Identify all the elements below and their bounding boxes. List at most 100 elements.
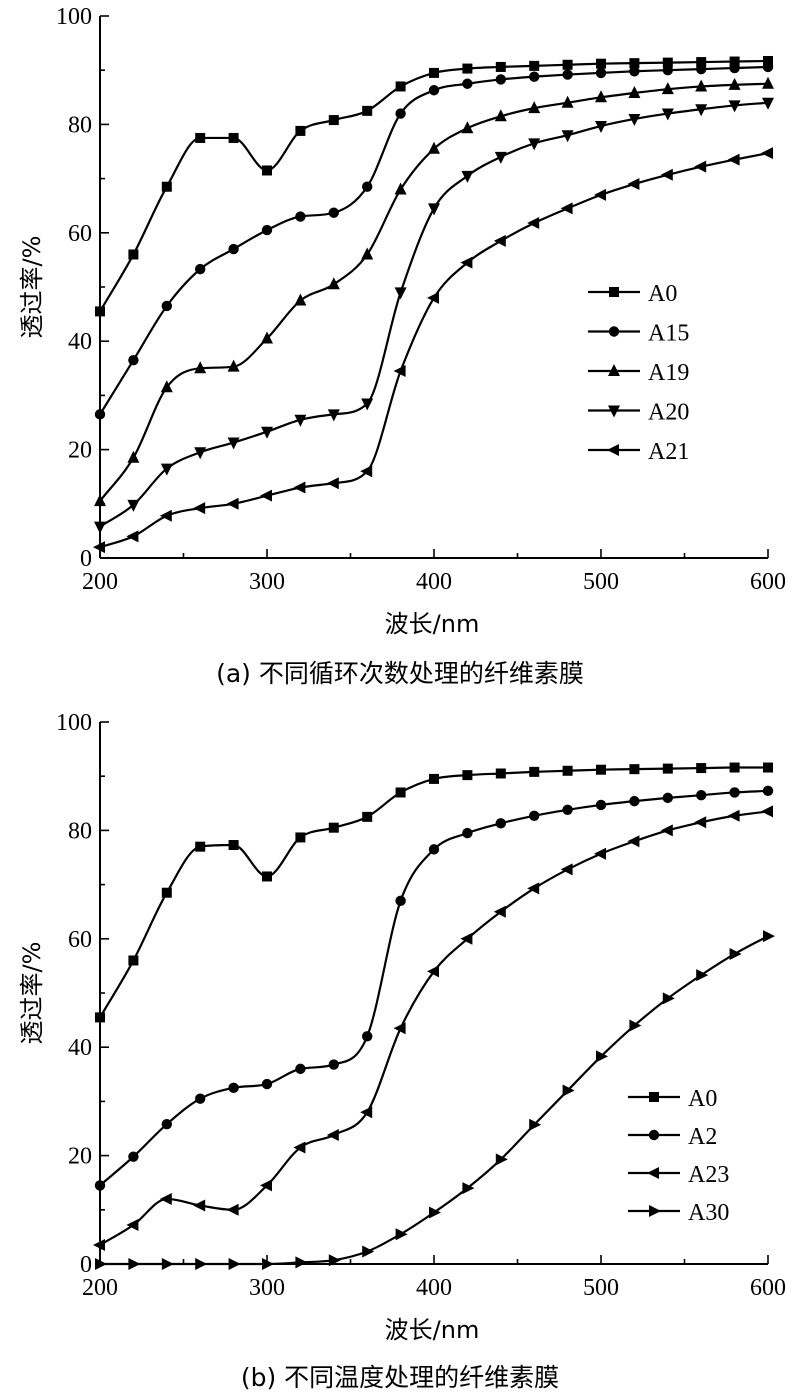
legend: A0 A2 A23 A30	[628, 1086, 729, 1226]
data-point	[261, 331, 273, 344]
data-point	[662, 992, 675, 1005]
y-tick-label: 60	[68, 221, 92, 247]
data-point	[360, 1106, 373, 1119]
figure-caption: (b) 不同温度处理的纤维素膜	[241, 1363, 559, 1392]
data-point	[762, 76, 774, 89]
data-point	[228, 840, 239, 851]
data-point	[227, 359, 240, 372]
data-point	[294, 293, 307, 306]
data-point	[395, 895, 406, 907]
series-line-a21	[99, 152, 769, 549]
data-point	[393, 1022, 406, 1035]
x-tick-label: 400	[416, 1275, 452, 1301]
data-point	[161, 181, 172, 192]
data-point	[295, 832, 306, 843]
legend-label: A15	[648, 321, 689, 347]
data-point	[694, 160, 707, 173]
y-tick-label: 0	[80, 546, 92, 572]
data-point	[395, 787, 406, 798]
x-tick-label: 600	[750, 1275, 786, 1301]
data-point	[595, 90, 607, 103]
data-point	[428, 203, 440, 216]
data-point	[328, 1254, 341, 1267]
y-tick-label: 40	[68, 329, 92, 355]
legend-marker	[608, 364, 620, 376]
data-point	[360, 465, 373, 478]
data-point	[161, 887, 172, 898]
data-point	[327, 277, 340, 290]
data-point	[127, 450, 140, 463]
data-point	[727, 153, 740, 166]
data-point	[763, 930, 775, 943]
legend-label: A20	[648, 400, 689, 426]
legend-label: A0	[688, 1086, 717, 1112]
data-point	[629, 1019, 642, 1032]
data-point	[495, 768, 506, 779]
data-point	[763, 762, 773, 773]
data-point	[195, 1093, 206, 1104]
data-point	[361, 247, 374, 260]
data-point	[529, 766, 540, 777]
data-point	[727, 809, 740, 822]
data-point	[696, 63, 707, 75]
y-axis-title: 透过率/%	[18, 942, 46, 1045]
data-point	[527, 882, 540, 895]
data-point	[729, 762, 740, 773]
series-a0	[95, 55, 773, 317]
data-point	[228, 1082, 239, 1094]
data-point	[494, 109, 507, 122]
data-point	[560, 202, 573, 215]
data-point	[395, 81, 406, 92]
series-a0	[95, 762, 773, 1023]
data-point	[627, 178, 640, 191]
x-tick-label: 400	[416, 569, 452, 595]
data-point	[761, 805, 773, 818]
data-point	[461, 170, 474, 183]
data-point	[427, 965, 439, 978]
data-point	[761, 147, 773, 160]
data-point	[596, 58, 606, 69]
data-point	[295, 1063, 306, 1075]
legend: A0 A15 A19 A20 A21	[588, 281, 689, 465]
data-point	[128, 955, 139, 966]
x-tick-label: 300	[249, 569, 285, 595]
data-point	[596, 1050, 608, 1063]
data-point	[128, 1151, 139, 1162]
data-point	[159, 509, 172, 522]
data-point	[193, 1199, 206, 1212]
data-point	[662, 792, 673, 804]
x-tick-label: 200	[82, 1275, 118, 1301]
x-tick-label: 600	[750, 569, 786, 595]
legend-label: A19	[648, 360, 689, 386]
data-point	[362, 1031, 373, 1042]
legend-label: A23	[688, 1162, 729, 1188]
data-point	[428, 141, 440, 154]
data-point	[462, 770, 473, 781]
data-point	[260, 489, 272, 502]
x-tick-label: 500	[583, 1275, 619, 1301]
data-point	[362, 181, 373, 192]
data-point	[695, 104, 708, 117]
legend-marker	[649, 1205, 661, 1217]
legend-marker	[607, 444, 619, 456]
series-a20	[94, 97, 774, 534]
data-point	[529, 60, 540, 71]
data-point	[328, 822, 339, 833]
y-tick-label: 100	[56, 4, 92, 30]
data-point	[295, 211, 306, 222]
data-point	[728, 77, 741, 90]
data-point	[762, 785, 774, 797]
data-point	[528, 138, 541, 151]
data-point	[629, 58, 640, 69]
data-point	[495, 74, 506, 85]
series-a19	[94, 76, 774, 507]
data-point	[394, 287, 407, 300]
data-point	[594, 188, 606, 201]
data-point	[661, 108, 674, 121]
data-point	[462, 827, 473, 839]
data-point	[729, 62, 740, 74]
data-point	[561, 95, 574, 108]
data-point	[661, 82, 674, 95]
data-point	[527, 217, 540, 230]
data-point	[629, 795, 640, 807]
